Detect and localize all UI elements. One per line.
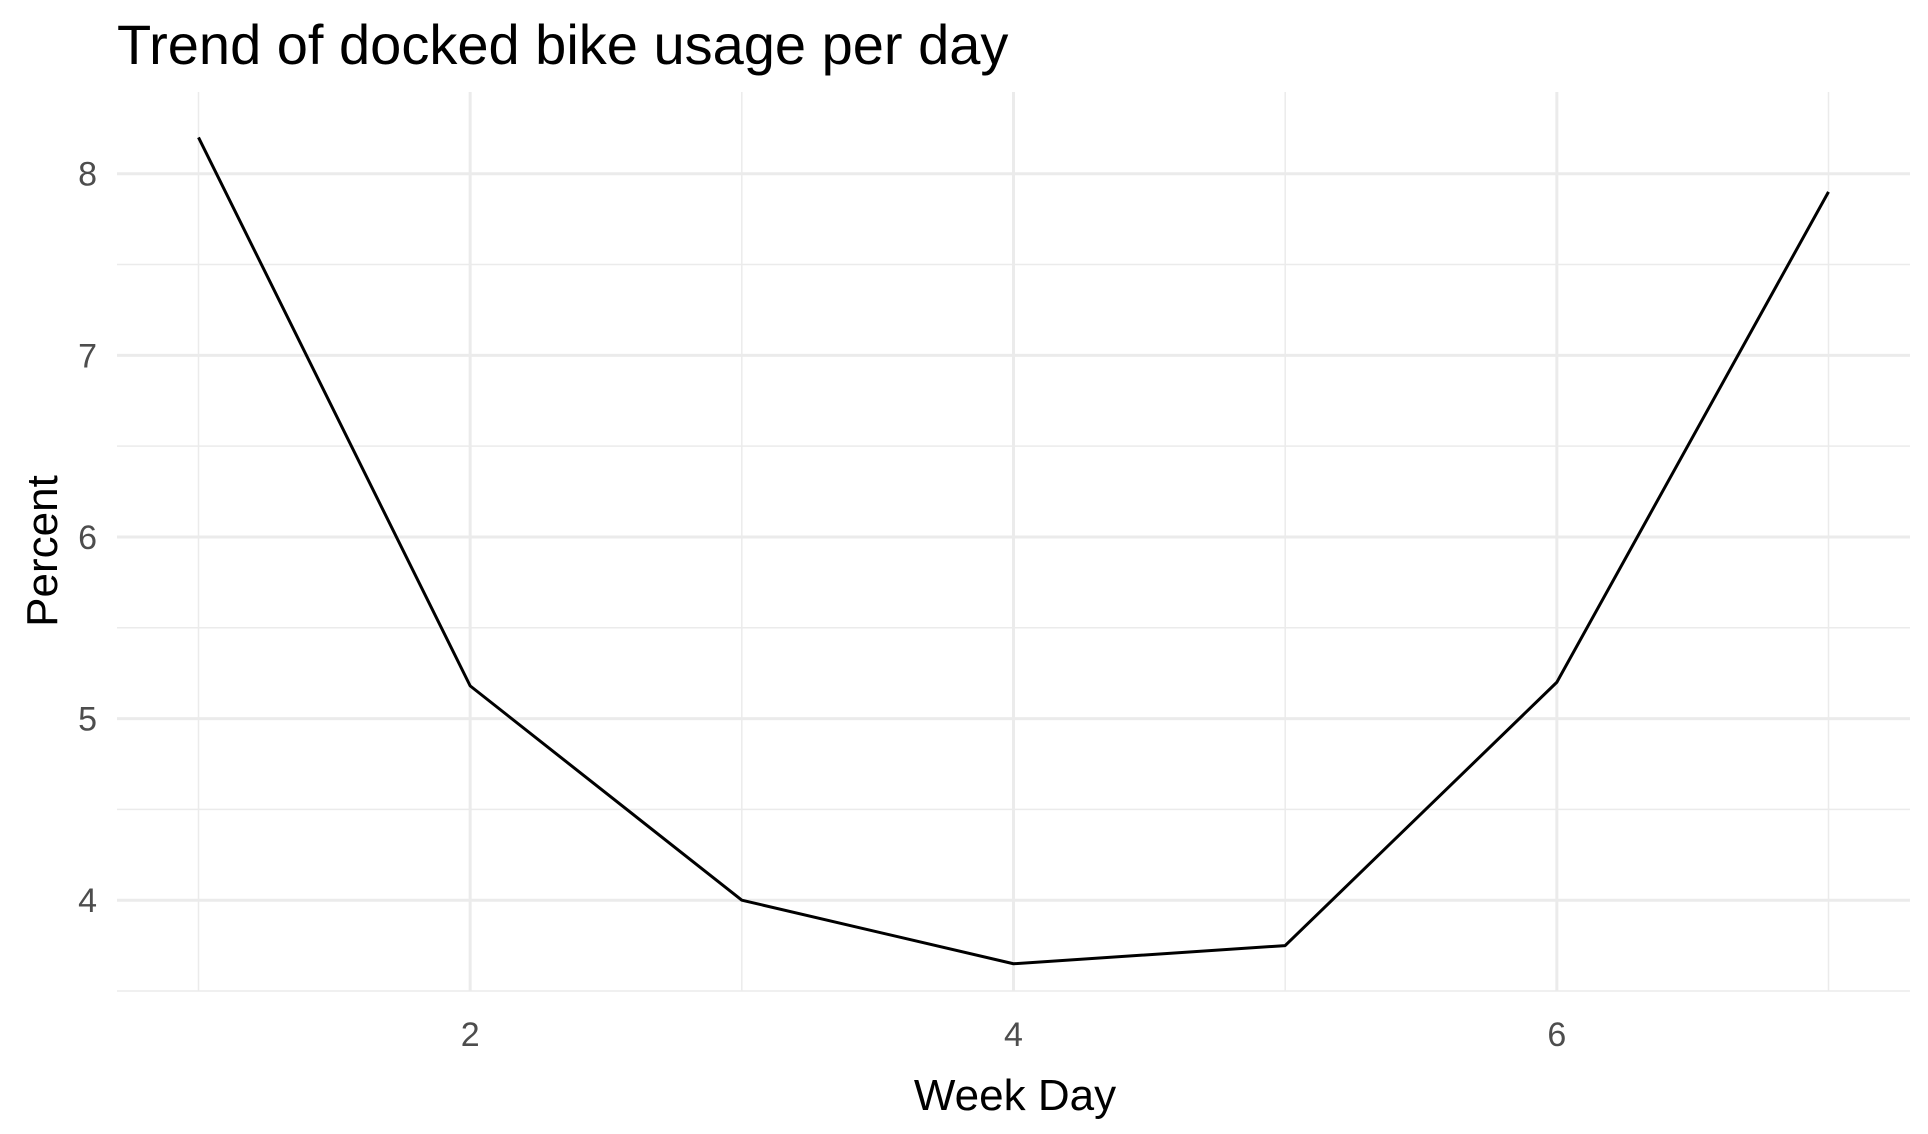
- x-minor-gridlines: [197, 92, 1830, 991]
- y-tick-label: 5: [78, 701, 97, 739]
- plot-area: [117, 92, 1910, 992]
- series-layer: [197, 136, 1830, 966]
- y-tick-label: 4: [78, 882, 97, 920]
- x-tick-label: 2: [461, 1016, 480, 1054]
- y-axis-tick-labels: 4 5 6 7 8: [78, 156, 97, 920]
- x-tick-label: 4: [1004, 1016, 1023, 1054]
- x-axis-tick-labels: 2 4 6: [461, 1016, 1567, 1054]
- x-tick-label: 6: [1547, 1016, 1566, 1054]
- y-tick-label: 6: [78, 519, 97, 557]
- y-tick-label: 7: [78, 337, 97, 375]
- chart-title: Trend of docked bike usage per day: [117, 13, 1008, 76]
- series-line: [197, 136, 1830, 966]
- y-axis-title: Percent: [18, 475, 67, 627]
- y-major-gridlines: [117, 172, 1910, 902]
- x-axis-title: Week Day: [914, 1071, 1116, 1120]
- y-tick-label: 8: [78, 156, 97, 194]
- x-major-gridlines: [468, 92, 1559, 991]
